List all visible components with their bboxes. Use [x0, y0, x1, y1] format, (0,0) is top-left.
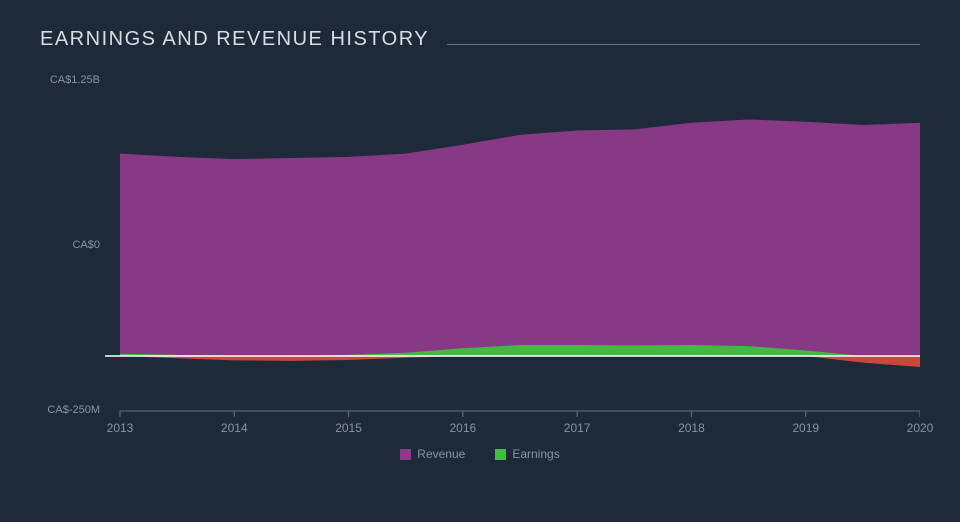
legend-item-revenue: Revenue [400, 447, 465, 461]
x-tick-label: 2014 [214, 421, 254, 435]
title-rule [447, 44, 920, 45]
chart-area: CA$1.25BCA$0CA$-250M 2013201420152016201… [40, 61, 920, 461]
area-chart-svg [40, 61, 920, 431]
legend-label-earnings: Earnings [512, 447, 559, 461]
x-tick-label: 2017 [557, 421, 597, 435]
swatch-revenue [400, 449, 411, 460]
x-tick-label: 2016 [443, 421, 483, 435]
x-tick-label: 2015 [329, 421, 369, 435]
swatch-earnings [495, 449, 506, 460]
y-tick-label: CA$0 [30, 239, 100, 251]
x-tick-label: 2013 [100, 421, 140, 435]
y-tick-label: CA$1.25B [30, 74, 100, 86]
y-tick-label: CA$-250M [30, 404, 100, 416]
legend-item-earnings: Earnings [495, 447, 559, 461]
title-row: EARNINGS AND REVENUE HISTORY [40, 28, 920, 51]
chart-title: EARNINGS AND REVENUE HISTORY [40, 28, 429, 51]
x-tick-label: 2020 [900, 421, 940, 435]
x-tick-label: 2019 [786, 421, 826, 435]
x-tick-label: 2018 [671, 421, 711, 435]
legend: Revenue Earnings [40, 447, 920, 461]
chart-container: EARNINGS AND REVENUE HISTORY CA$1.25B CA$… [0, 0, 960, 522]
legend-label-revenue: Revenue [417, 447, 465, 461]
